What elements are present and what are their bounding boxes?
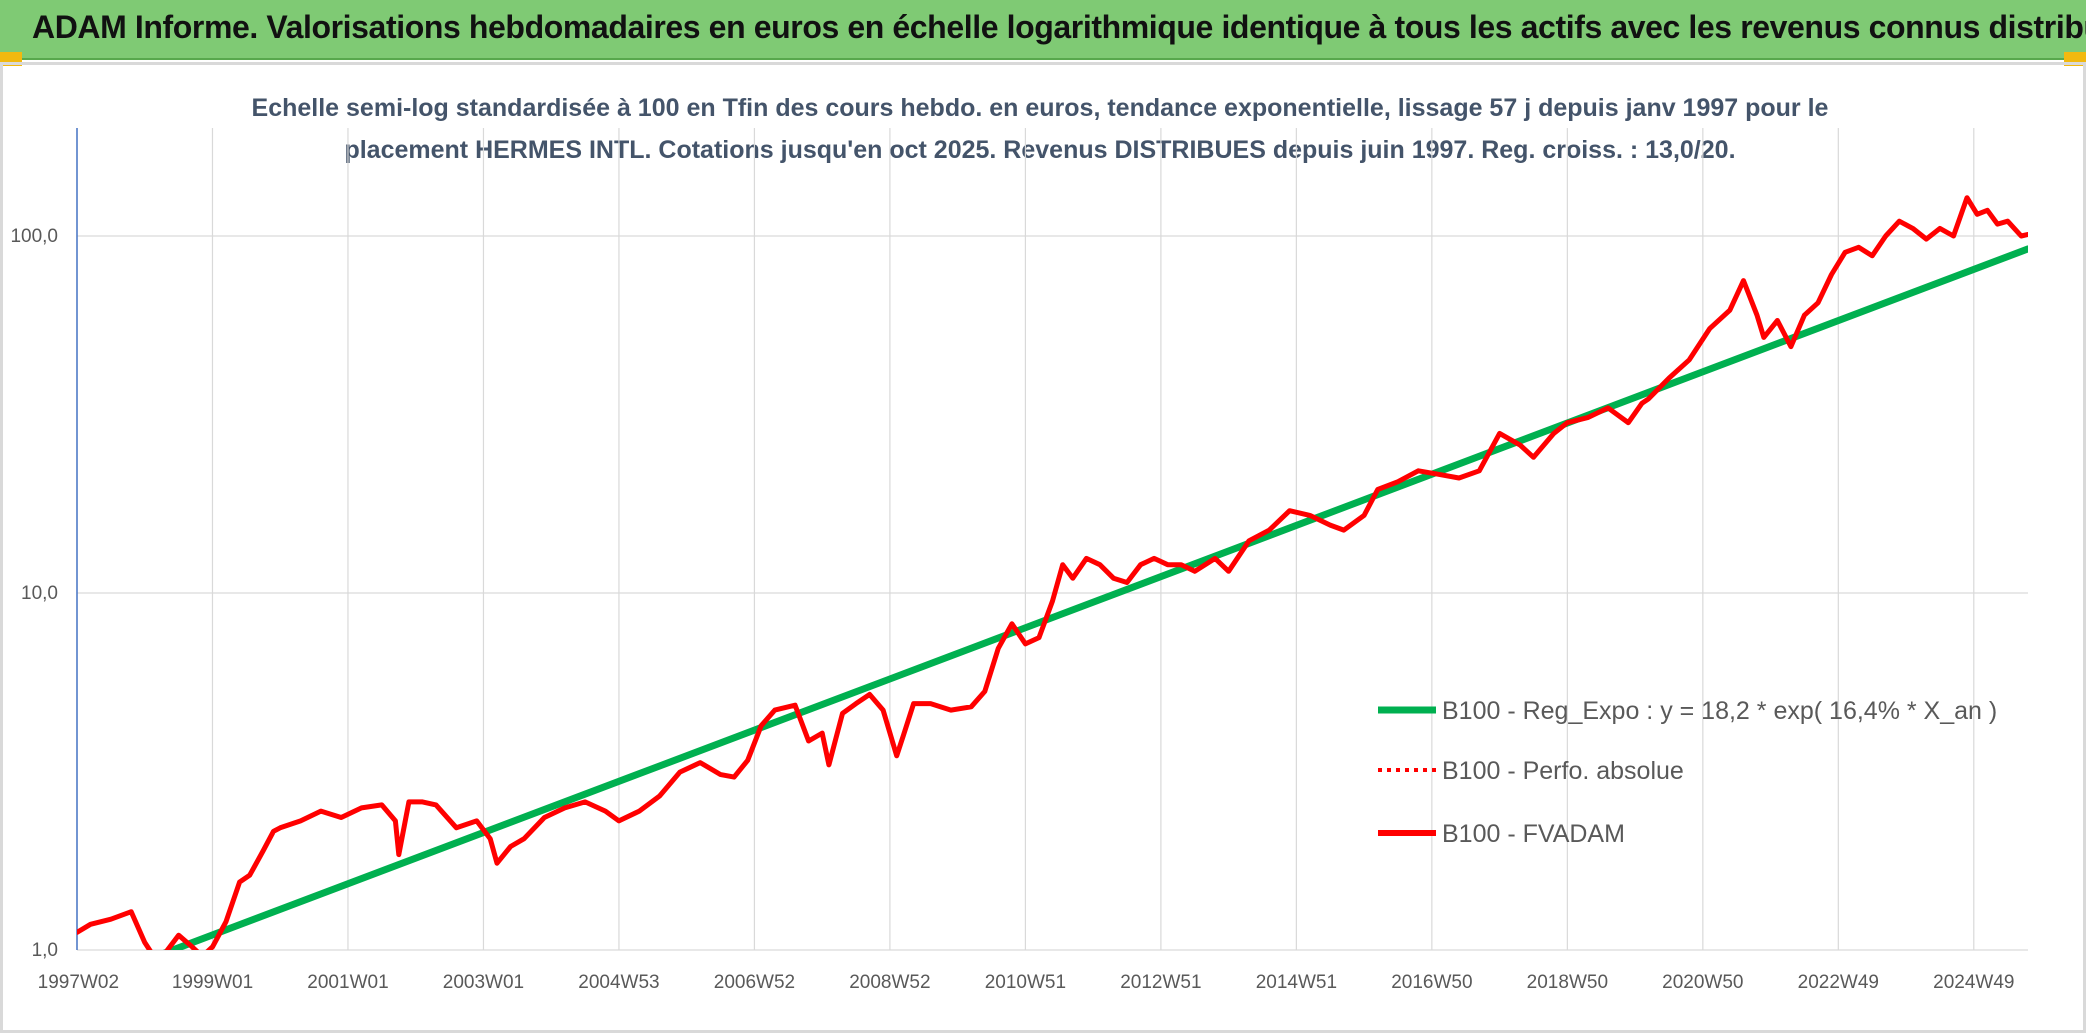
x-tick-label: 2008W52: [849, 972, 930, 993]
x-tick-label: 2020W50: [1662, 972, 1743, 993]
y-tick-label: 1,0: [32, 940, 58, 961]
y-tick-label: 100,0: [10, 226, 58, 247]
chart-frame: [0, 62, 2086, 1033]
y-tick-labels: 1,0 10,0 100,0: [10, 226, 58, 961]
gridlines: [77, 128, 2028, 951]
legend: B100 - Reg_Expo : y = 18,2 * exp( 16,4% …: [1378, 697, 1997, 848]
report-title: ADAM Informe. Valorisations hebdomadaire…: [32, 9, 2086, 45]
chart-subtitle-line-1: Echelle semi-log standardisée à 100 en T…: [252, 94, 1829, 122]
x-tick-label: 2012W51: [1120, 972, 1201, 993]
series-line-fvadam: [77, 195, 2028, 950]
legend-label: B100 - Perfo. absolue: [1442, 757, 1684, 785]
x-tick-label: 2016W50: [1391, 972, 1472, 993]
x-tick-labels: 1997W02 1999W01 2001W01 2003W01 2004W53 2006W…: [38, 972, 2015, 993]
x-tick-label: 2018W50: [1527, 972, 1608, 993]
x-tick-label: 2001W01: [307, 972, 388, 993]
y-tick-label: 10,0: [21, 583, 58, 604]
chart-subtitle: Echelle semi-log standardisée à 100 en T…: [252, 94, 1829, 164]
x-tick-label: 2014W51: [1256, 972, 1337, 993]
x-tick-label: 1999W01: [172, 972, 253, 993]
report-header: ADAM Informe. Valorisations hebdomadaire…: [0, 0, 2086, 60]
chart-subtitle-line-2: placement HERMES INTL. Cotations jusqu'e…: [344, 136, 1735, 164]
x-tick-label: 1997W02: [38, 972, 119, 993]
x-tick-label: 2003W01: [443, 972, 524, 993]
x-tick-label: 2010W51: [985, 972, 1066, 993]
legend-label: B100 - Reg_Expo : y = 18,2 * exp( 16,4% …: [1442, 697, 1997, 725]
series-lines: [77, 195, 2028, 950]
x-tick-label: 2022W49: [1798, 972, 1879, 993]
x-tick-label: 2006W52: [714, 972, 795, 993]
legend-label: B100 - FVADAM: [1442, 820, 1625, 848]
x-tick-label: 2024W49: [1933, 972, 2014, 993]
trend-line: [162, 245, 2028, 950]
x-tick-label: 2004W53: [578, 972, 659, 993]
